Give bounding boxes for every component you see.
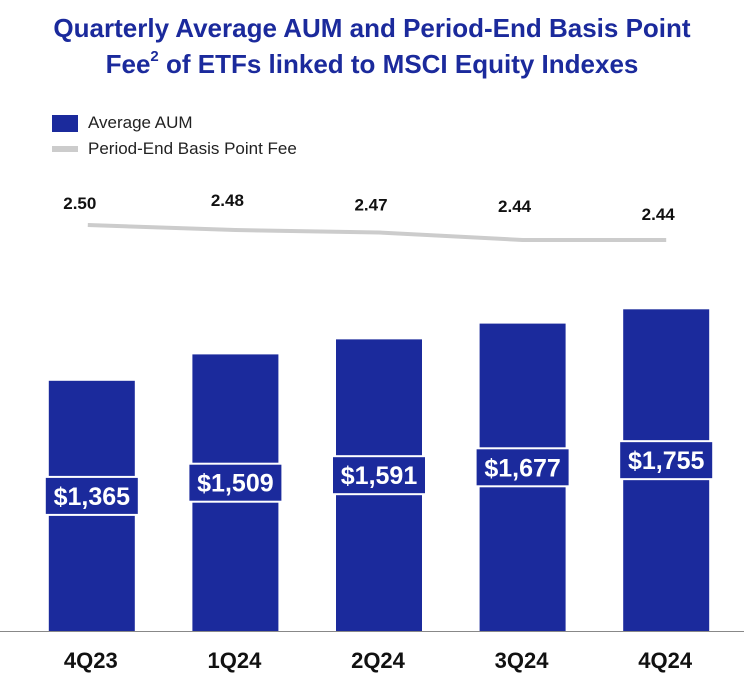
aum-label-4Q24: $1,755 (618, 440, 715, 481)
chart-title-line2-pre: Fee (105, 49, 151, 79)
fee-label-3Q24: 2.44 (498, 197, 532, 216)
aum-label-box (618, 440, 715, 481)
fee-line (87, 223, 667, 242)
aum-label-text: $1,591 (341, 462, 418, 490)
aum-label-box (474, 447, 571, 488)
chart-title-line1: Quarterly Average AUM and Period-End Bas… (53, 13, 691, 43)
legend-item-aum: Average AUM (52, 110, 297, 136)
aum-label-text: $1,755 (628, 447, 705, 475)
aum-label-text: $1,365 (54, 483, 131, 511)
legend-label-aum: Average AUM (88, 113, 193, 132)
legend-item-fee: Period-End Basis Point Fee (52, 136, 297, 162)
chart-title: Quarterly Average AUM and Period-End Bas… (0, 10, 744, 82)
chart-title-line2-post: of ETFs linked to MSCI Equity Indexes (158, 49, 639, 79)
x-tick-3Q24: 3Q24 (495, 648, 550, 673)
x-tick-4Q23: 4Q23 (64, 648, 118, 673)
fee-label-2Q24: 2.47 (354, 196, 387, 215)
aum-label-box (187, 462, 284, 503)
chart-legend: Average AUM Period-End Basis Point Fee (52, 110, 297, 162)
aum-data-labels: $1,365 $1,509 $1,591 $1,677 $1,755 (43, 440, 715, 516)
x-tick-2Q24: 2Q24 (351, 648, 406, 673)
legend-swatch-fee (52, 146, 78, 152)
aum-label-4Q23: $1,365 (43, 475, 140, 516)
fee-label-1Q24: 2.48 (211, 191, 244, 210)
fee-label-4Q24: 2.44 (642, 205, 676, 224)
aum-label-box (331, 455, 427, 496)
aum-label-text: $1,677 (484, 454, 560, 482)
x-tick-1Q24: 1Q24 (207, 648, 262, 673)
legend-label-fee: Period-End Basis Point Fee (88, 139, 297, 158)
x-tick-4Q24: 4Q24 (638, 648, 693, 673)
chart-title-line2: Fee2 of ETFs linked to MSCI Equity Index… (0, 46, 744, 82)
aum-label-3Q24: $1,677 (474, 447, 571, 488)
aum-label-text: $1,509 (197, 470, 273, 498)
legend-swatch-aum (52, 114, 78, 132)
aum-label-2Q24: $1,591 (331, 455, 427, 496)
fee-data-labels: 2.50 2.48 2.47 2.44 2.44 (63, 191, 675, 224)
fee-label-4Q23: 2.50 (63, 194, 96, 213)
aum-label-box (43, 475, 140, 516)
chart-title-footnote-marker: 2 (150, 48, 159, 66)
aum-label-1Q24: $1,509 (187, 462, 284, 503)
x-tick-labels: 4Q23 1Q24 2Q24 3Q24 4Q24 (64, 648, 693, 673)
